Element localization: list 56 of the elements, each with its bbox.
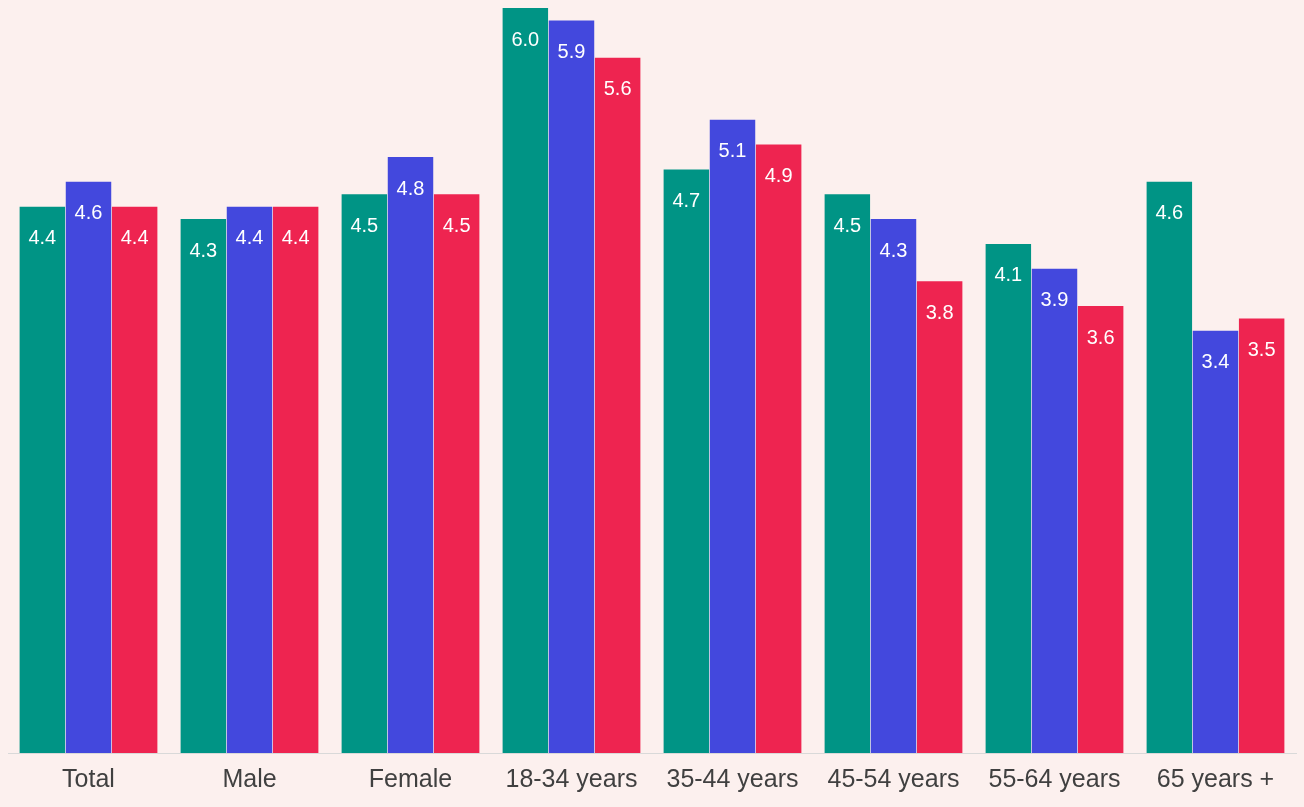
data-label: 4.7 xyxy=(672,188,701,211)
data-label: 4.1 xyxy=(994,263,1023,286)
bar xyxy=(916,281,963,753)
data-label: 4.3 xyxy=(189,238,218,261)
bar xyxy=(548,20,595,753)
bar xyxy=(1077,306,1124,753)
bar xyxy=(502,8,549,753)
data-label: 3.6 xyxy=(1086,325,1115,348)
data-label: 3.9 xyxy=(1040,288,1069,311)
bar xyxy=(226,206,273,753)
bar xyxy=(870,219,917,753)
bar xyxy=(1192,330,1239,753)
bar xyxy=(1146,181,1193,753)
bar xyxy=(341,194,388,753)
data-label: 4.5 xyxy=(833,213,862,236)
data-label: 6.0 xyxy=(511,27,540,50)
bar xyxy=(709,119,756,753)
data-label: 4.5 xyxy=(350,213,379,236)
bar xyxy=(65,181,112,753)
bar xyxy=(755,144,802,753)
x-tick-label: Total xyxy=(62,763,115,792)
data-label: 4.3 xyxy=(879,238,908,261)
x-tick-label: 65 years + xyxy=(1156,763,1275,792)
bar xyxy=(985,243,1032,753)
bar xyxy=(1031,268,1078,753)
data-label: 4.4 xyxy=(120,226,149,249)
data-label: 5.6 xyxy=(603,77,632,100)
bar xyxy=(19,206,66,753)
data-label: 3.4 xyxy=(1201,350,1230,373)
bar xyxy=(180,219,227,753)
data-label: 3.5 xyxy=(1247,337,1276,360)
bar xyxy=(594,57,641,753)
data-label: 4.9 xyxy=(764,164,793,187)
data-label: 4.4 xyxy=(235,226,264,249)
x-tick-label: 45-54 years xyxy=(827,763,960,792)
data-label: 4.6 xyxy=(74,201,103,224)
x-tick-label: 55-64 years xyxy=(988,763,1121,792)
data-label: 4.4 xyxy=(281,226,310,249)
bar xyxy=(824,194,871,753)
x-tick-label: Male xyxy=(222,763,277,792)
bar xyxy=(1238,318,1285,753)
data-label: 4.4 xyxy=(28,226,57,249)
bar xyxy=(111,206,158,753)
bar xyxy=(663,169,710,753)
bar xyxy=(433,194,480,753)
data-label: 4.8 xyxy=(396,176,425,199)
data-label: 5.1 xyxy=(718,139,747,162)
x-tick-label: Female xyxy=(368,763,453,792)
bar xyxy=(387,157,434,753)
data-label: 4.5 xyxy=(442,213,471,236)
x-tick-label: 35-44 years xyxy=(666,763,799,792)
data-label: 3.8 xyxy=(925,300,954,323)
data-label: 5.9 xyxy=(557,39,586,62)
x-tick-label: 18-34 years xyxy=(505,763,638,792)
bar xyxy=(272,206,319,753)
data-label: 4.6 xyxy=(1155,201,1184,224)
